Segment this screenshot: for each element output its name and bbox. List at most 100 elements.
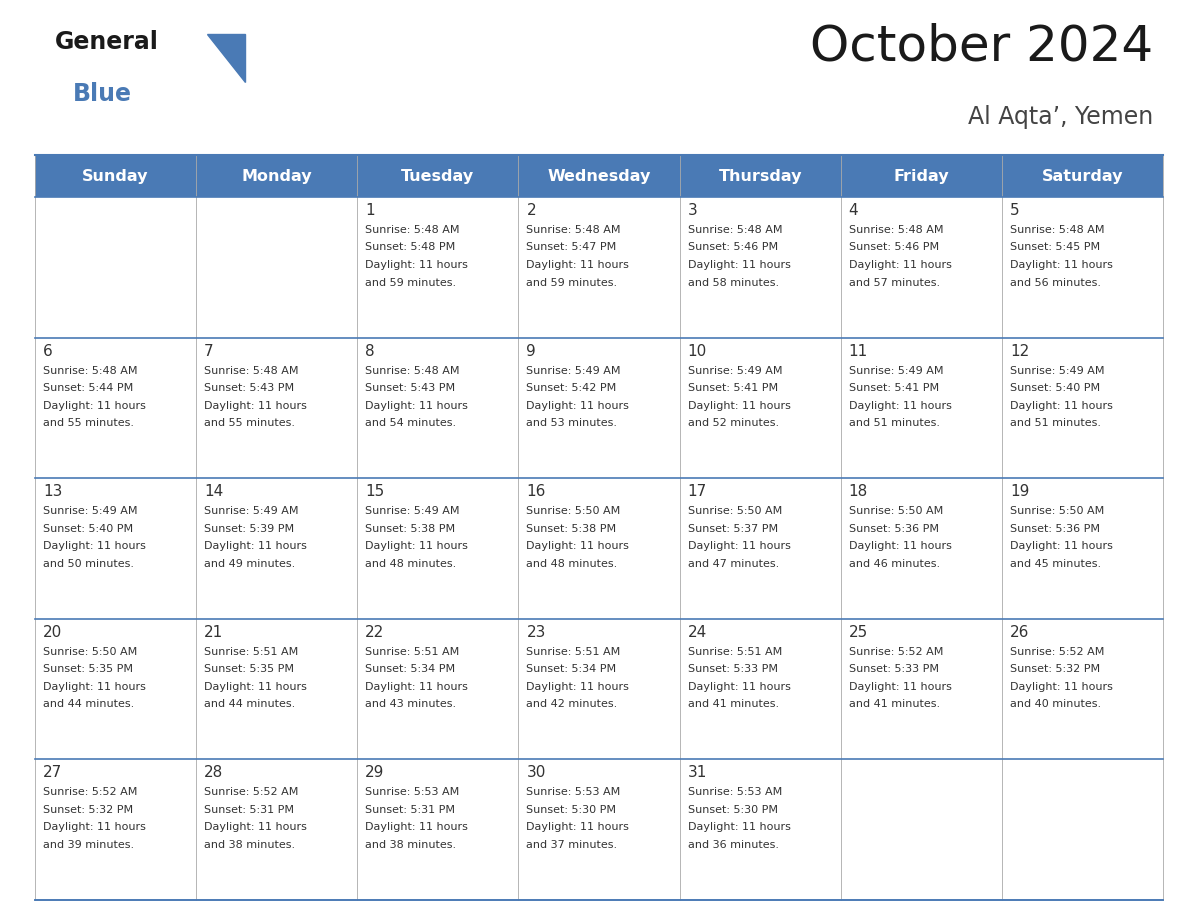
Bar — [841, 338, 1001, 478]
Bar — [1001, 155, 1163, 197]
Text: and 44 minutes.: and 44 minutes. — [204, 700, 296, 710]
Text: Sunset: 5:33 PM: Sunset: 5:33 PM — [848, 665, 939, 675]
Bar — [34, 619, 196, 759]
Text: Sunrise: 5:51 AM: Sunrise: 5:51 AM — [688, 647, 782, 656]
Text: Daylight: 11 hours: Daylight: 11 hours — [365, 823, 468, 833]
Text: Daylight: 11 hours: Daylight: 11 hours — [526, 400, 630, 410]
Bar — [518, 155, 680, 197]
Text: Sunrise: 5:50 AM: Sunrise: 5:50 AM — [43, 647, 138, 656]
Text: Daylight: 11 hours: Daylight: 11 hours — [43, 400, 146, 410]
Text: Daylight: 11 hours: Daylight: 11 hours — [848, 542, 952, 551]
Text: Sunrise: 5:51 AM: Sunrise: 5:51 AM — [526, 647, 620, 656]
Bar — [680, 619, 841, 759]
Text: Sunset: 5:43 PM: Sunset: 5:43 PM — [365, 383, 455, 393]
Text: and 50 minutes.: and 50 minutes. — [43, 559, 134, 568]
Text: and 57 minutes.: and 57 minutes. — [848, 277, 940, 287]
Text: Daylight: 11 hours: Daylight: 11 hours — [1010, 682, 1113, 692]
Text: 3: 3 — [688, 203, 697, 218]
Text: Sunrise: 5:48 AM: Sunrise: 5:48 AM — [43, 365, 138, 375]
Text: Sunset: 5:34 PM: Sunset: 5:34 PM — [365, 665, 455, 675]
Text: Sunset: 5:30 PM: Sunset: 5:30 PM — [688, 805, 778, 815]
Bar — [841, 759, 1001, 900]
Text: Sunrise: 5:51 AM: Sunrise: 5:51 AM — [204, 647, 298, 656]
Text: Sunrise: 5:50 AM: Sunrise: 5:50 AM — [526, 506, 620, 516]
Bar — [1001, 197, 1163, 338]
Bar — [34, 338, 196, 478]
Text: 8: 8 — [365, 343, 375, 359]
Text: 4: 4 — [848, 203, 859, 218]
Text: Sunrise: 5:48 AM: Sunrise: 5:48 AM — [1010, 225, 1105, 235]
Text: Sunset: 5:46 PM: Sunset: 5:46 PM — [848, 242, 939, 252]
Text: Sunset: 5:35 PM: Sunset: 5:35 PM — [204, 665, 295, 675]
Text: Sunset: 5:38 PM: Sunset: 5:38 PM — [365, 523, 455, 533]
Bar — [518, 619, 680, 759]
Text: and 36 minutes.: and 36 minutes. — [688, 840, 778, 850]
Bar — [1001, 619, 1163, 759]
Text: 29: 29 — [365, 766, 385, 780]
Text: and 43 minutes.: and 43 minutes. — [365, 700, 456, 710]
Text: Daylight: 11 hours: Daylight: 11 hours — [688, 823, 790, 833]
Text: Sunrise: 5:51 AM: Sunrise: 5:51 AM — [365, 647, 460, 656]
Bar — [518, 338, 680, 478]
Bar — [34, 478, 196, 619]
Text: Sunset: 5:46 PM: Sunset: 5:46 PM — [688, 242, 778, 252]
Text: Sunset: 5:39 PM: Sunset: 5:39 PM — [204, 523, 295, 533]
Bar — [358, 197, 518, 338]
Bar — [680, 155, 841, 197]
Text: and 41 minutes.: and 41 minutes. — [688, 700, 778, 710]
Text: and 56 minutes.: and 56 minutes. — [1010, 277, 1101, 287]
Text: Sunset: 5:36 PM: Sunset: 5:36 PM — [848, 523, 939, 533]
Text: 28: 28 — [204, 766, 223, 780]
Text: Sunset: 5:32 PM: Sunset: 5:32 PM — [1010, 665, 1100, 675]
Text: 10: 10 — [688, 343, 707, 359]
Text: 27: 27 — [43, 766, 62, 780]
Bar — [358, 619, 518, 759]
Text: 17: 17 — [688, 484, 707, 499]
Bar — [358, 338, 518, 478]
Text: Sunset: 5:30 PM: Sunset: 5:30 PM — [526, 805, 617, 815]
Text: Sunrise: 5:48 AM: Sunrise: 5:48 AM — [365, 365, 460, 375]
Text: Sunrise: 5:50 AM: Sunrise: 5:50 AM — [1010, 506, 1104, 516]
Text: October 2024: October 2024 — [810, 22, 1154, 70]
Text: 11: 11 — [848, 343, 868, 359]
Text: Daylight: 11 hours: Daylight: 11 hours — [688, 542, 790, 551]
Text: Sunrise: 5:49 AM: Sunrise: 5:49 AM — [43, 506, 138, 516]
Text: and 48 minutes.: and 48 minutes. — [526, 559, 618, 568]
Text: Saturday: Saturday — [1042, 169, 1123, 184]
Text: and 48 minutes.: and 48 minutes. — [365, 559, 456, 568]
Text: 2: 2 — [526, 203, 536, 218]
Bar — [196, 197, 358, 338]
Text: Sunset: 5:37 PM: Sunset: 5:37 PM — [688, 523, 778, 533]
Text: and 51 minutes.: and 51 minutes. — [1010, 418, 1101, 428]
Text: and 54 minutes.: and 54 minutes. — [365, 418, 456, 428]
Text: and 40 minutes.: and 40 minutes. — [1010, 700, 1101, 710]
Text: Sunrise: 5:50 AM: Sunrise: 5:50 AM — [688, 506, 782, 516]
Text: 14: 14 — [204, 484, 223, 499]
Text: Sunset: 5:42 PM: Sunset: 5:42 PM — [526, 383, 617, 393]
Text: 18: 18 — [848, 484, 868, 499]
Text: Daylight: 11 hours: Daylight: 11 hours — [688, 400, 790, 410]
Text: and 44 minutes.: and 44 minutes. — [43, 700, 134, 710]
Text: 21: 21 — [204, 625, 223, 640]
Text: Sunrise: 5:52 AM: Sunrise: 5:52 AM — [1010, 647, 1104, 656]
Text: Sunrise: 5:52 AM: Sunrise: 5:52 AM — [204, 788, 298, 798]
Text: Sunset: 5:33 PM: Sunset: 5:33 PM — [688, 665, 778, 675]
Bar — [196, 619, 358, 759]
Text: Sunset: 5:38 PM: Sunset: 5:38 PM — [526, 523, 617, 533]
Bar — [841, 155, 1001, 197]
Text: Sunset: 5:40 PM: Sunset: 5:40 PM — [1010, 383, 1100, 393]
Text: Monday: Monday — [241, 169, 312, 184]
Text: Sunrise: 5:49 AM: Sunrise: 5:49 AM — [526, 365, 621, 375]
Text: and 46 minutes.: and 46 minutes. — [848, 559, 940, 568]
Text: and 53 minutes.: and 53 minutes. — [526, 418, 618, 428]
Text: Sunrise: 5:49 AM: Sunrise: 5:49 AM — [204, 506, 298, 516]
Text: 25: 25 — [848, 625, 868, 640]
Text: Sunrise: 5:53 AM: Sunrise: 5:53 AM — [365, 788, 460, 798]
Bar — [196, 338, 358, 478]
Bar — [358, 155, 518, 197]
Text: Sunset: 5:34 PM: Sunset: 5:34 PM — [526, 665, 617, 675]
Text: 6: 6 — [43, 343, 52, 359]
Bar — [34, 759, 196, 900]
Bar — [518, 759, 680, 900]
Text: Sunrise: 5:49 AM: Sunrise: 5:49 AM — [688, 365, 782, 375]
